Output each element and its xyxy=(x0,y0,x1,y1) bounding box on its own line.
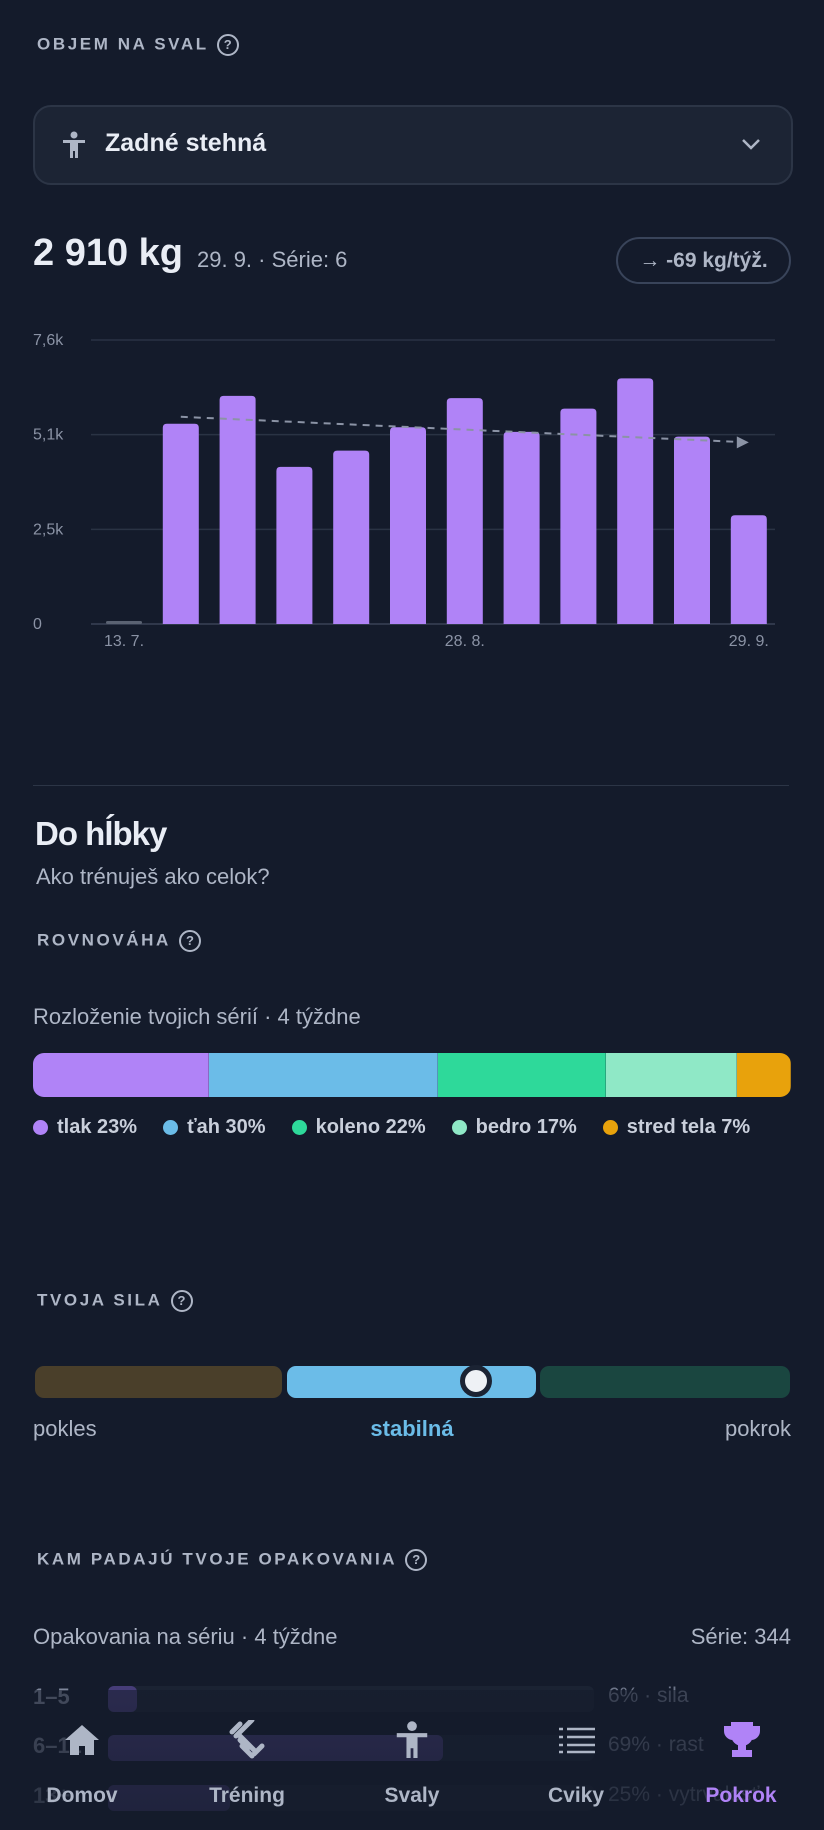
legend-dot xyxy=(451,1120,467,1135)
divider xyxy=(33,785,789,786)
help-icon[interactable]: ? xyxy=(178,930,201,952)
bar xyxy=(617,378,654,624)
section-title: TVOJA SILA? xyxy=(37,1290,193,1312)
caption: Rozloženie tvojich sérií · 4 týždne xyxy=(33,1004,361,1029)
bar xyxy=(730,515,767,624)
y-tick-label: 7,6k xyxy=(33,332,64,349)
bar xyxy=(106,621,142,624)
strength-segment xyxy=(35,1366,282,1398)
legend-item: tlak 23% xyxy=(33,1116,137,1139)
level-label: pokrok xyxy=(724,1416,791,1441)
selector-label: Zadné stehná xyxy=(105,129,267,157)
balance-segment xyxy=(208,1053,439,1097)
total-sets: Série: 344 xyxy=(690,1624,791,1649)
section-title: KAM PADAJÚ TVOJE OPAKOVANIA? xyxy=(37,1549,428,1571)
trend-line xyxy=(180,415,739,443)
nav-item[interactable]: Tréning xyxy=(209,1784,285,1807)
nav-icon xyxy=(396,1721,428,1758)
y-tick-label: 5,1k xyxy=(33,427,64,444)
strength-indicator xyxy=(460,1365,492,1397)
nav-item[interactable]: Svaly xyxy=(384,1784,440,1807)
help-icon[interactable]: ? xyxy=(170,1290,193,1312)
trend-pill: → -69 kg/týž. xyxy=(616,237,791,284)
nav-icon xyxy=(559,1727,595,1754)
bar xyxy=(390,427,426,624)
legend-item: koleno 22% xyxy=(291,1116,426,1139)
date-sets: 29. 9. · Série: 6 xyxy=(197,247,348,272)
balance-bar xyxy=(33,1053,791,1097)
bar xyxy=(674,436,710,624)
legend-dot xyxy=(163,1120,179,1135)
level-label: pokles xyxy=(33,1416,97,1441)
title-text: OBJEM NA SVAL xyxy=(37,34,209,54)
balance-segment xyxy=(736,1053,791,1097)
legend-dot xyxy=(33,1120,48,1135)
x-tick-label: 29. 9. xyxy=(729,633,769,650)
help-icon[interactable]: ? xyxy=(405,1549,428,1571)
chevron xyxy=(742,139,760,150)
title-text: ROVNOVÁHA xyxy=(37,930,171,950)
nav-icon xyxy=(724,1722,760,1757)
trend-arrow xyxy=(736,436,749,449)
body-icon xyxy=(63,131,85,158)
legend-label: tlak 23% xyxy=(57,1116,138,1138)
section-title: OBJEM NA SVAL? xyxy=(37,34,239,56)
legend: tlak 23% ťah 30% koleno 22% bedro 17% stred … xyxy=(33,1116,803,1139)
x-tick-label: 28. 8. xyxy=(445,633,485,650)
y-tick-label: 0 xyxy=(33,616,42,633)
bottom-nav: Domov Tréning Svaly Cviky Pokrok xyxy=(0,1690,824,1830)
legend-label: koleno 22% xyxy=(315,1116,426,1138)
muscle-selector[interactable]: Zadné stehná xyxy=(33,105,793,185)
strength-segment xyxy=(540,1366,790,1398)
help-icon[interactable]: ? xyxy=(216,34,239,56)
title-text: TVOJA SILA xyxy=(37,1290,163,1310)
legend-dot xyxy=(291,1120,307,1135)
legend-item: ťah 30% xyxy=(163,1116,266,1139)
caption: Opakovania na sériu · 4 týždne xyxy=(33,1624,338,1649)
bar xyxy=(276,466,313,624)
chart: 0 2,5k 5,1k 7,6k 13. 7. 28. 8. 29. 9. xyxy=(33,332,775,650)
level-label: stabilná xyxy=(370,1416,454,1441)
strength-segment xyxy=(287,1366,536,1398)
balance-segment xyxy=(438,1053,607,1097)
section-heading: Do hĺbky xyxy=(35,815,167,852)
balance-segment xyxy=(33,1053,209,1097)
nav-item[interactable]: Domov xyxy=(46,1784,118,1807)
bar xyxy=(560,408,597,624)
bar xyxy=(333,450,370,624)
legend-item: bedro 17% xyxy=(451,1116,577,1139)
nav-item[interactable]: Cviky xyxy=(547,1784,605,1807)
legend-label: stred tela 7% xyxy=(626,1116,751,1138)
legend-item: stred tela 7% xyxy=(602,1116,751,1139)
section-subtitle: Ako trénuješ ako celok? xyxy=(36,864,270,889)
bar xyxy=(446,398,483,624)
nav-icon xyxy=(65,1725,99,1755)
x-tick-label: 13. 7. xyxy=(104,633,144,650)
nav-item[interactable]: Pokrok xyxy=(705,1784,777,1807)
total-volume: 2 910 kg xyxy=(33,232,183,274)
legend-dot xyxy=(602,1120,618,1135)
legend-label: ťah 30% xyxy=(187,1116,266,1138)
bar xyxy=(219,395,256,624)
legend-label: bedro 17% xyxy=(475,1116,577,1138)
title-text: KAM PADAJÚ TVOJE OPAKOVANIA xyxy=(37,1549,398,1569)
bar xyxy=(162,423,199,624)
y-tick-label: 2,5k xyxy=(33,521,64,538)
bar xyxy=(503,431,540,624)
section-title: ROVNOVÁHA? xyxy=(37,930,201,952)
balance-segment xyxy=(606,1053,737,1097)
nav-icon xyxy=(229,1720,265,1759)
